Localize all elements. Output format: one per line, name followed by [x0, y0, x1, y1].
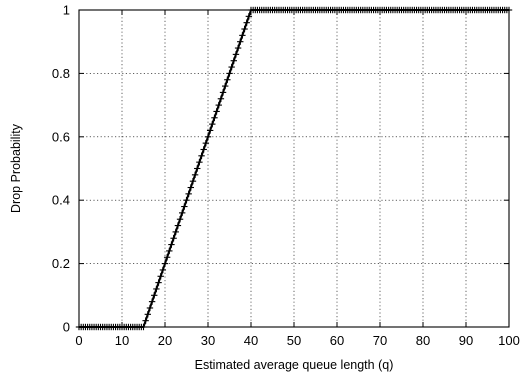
- x-tick-label: 60: [330, 333, 344, 348]
- data-point: [142, 317, 149, 324]
- y-tick-label: 0: [63, 320, 70, 335]
- data-point: [183, 197, 190, 204]
- x-tick-label: 90: [459, 333, 473, 348]
- data-point: [226, 70, 233, 77]
- data-point: [166, 247, 173, 255]
- data-point: [189, 177, 197, 185]
- y-tick-label: 0.4: [52, 193, 70, 208]
- data-point: [157, 273, 164, 280]
- data-point: [163, 254, 171, 261]
- data-point: [159, 266, 167, 274]
- data-point: [241, 25, 248, 33]
- data-point: [239, 32, 246, 39]
- data-point: [209, 120, 216, 128]
- data-point: [211, 114, 218, 121]
- data-point: [198, 152, 205, 160]
- data-point: [148, 298, 156, 305]
- x-tick-label: 10: [115, 333, 129, 348]
- x-axis-label: Estimated average queue length (q): [195, 358, 394, 372]
- x-tick-label: 70: [373, 333, 387, 348]
- data-point: [505, 6, 513, 14]
- data-point: [168, 241, 175, 248]
- data-point: [228, 63, 235, 71]
- data-point: [206, 127, 214, 134]
- data-point: [237, 38, 244, 45]
- data-point: [170, 235, 177, 242]
- y-tick-label: 1: [63, 3, 70, 18]
- data-point: [172, 228, 179, 236]
- y-tick-label: 0.6: [52, 129, 70, 144]
- data-point: [140, 323, 147, 331]
- data-point: [213, 108, 220, 115]
- x-tick-label: 30: [201, 333, 215, 348]
- y-axis-label: Drop Probability: [9, 123, 23, 213]
- x-tick-label: 80: [416, 333, 430, 348]
- x-tick-label: 40: [244, 333, 258, 348]
- data-point: [217, 95, 225, 102]
- data-point: [194, 165, 201, 172]
- data-point: [185, 190, 192, 198]
- x-tick-label: 0: [75, 333, 82, 348]
- data-point: [179, 209, 186, 217]
- data-point: [204, 133, 212, 140]
- data-point: [230, 57, 237, 64]
- data-point: [215, 101, 222, 109]
- data-point: [176, 216, 184, 223]
- data-point: [153, 285, 160, 293]
- data-point: [202, 139, 210, 147]
- y-tick-label: 0.8: [52, 66, 70, 81]
- x-tick-label: 50: [287, 333, 301, 348]
- data-point: [191, 171, 199, 179]
- data-point: [187, 184, 194, 191]
- data-point: [144, 311, 151, 318]
- data-point: [234, 44, 242, 52]
- data-point: [219, 89, 227, 96]
- data-point: [245, 13, 253, 20]
- data-point: [222, 82, 229, 90]
- x-tick-label: 20: [158, 333, 172, 348]
- data-point: [151, 292, 158, 299]
- data-point: [232, 51, 240, 58]
- data-point: [181, 203, 188, 210]
- series-layer: [75, 6, 513, 331]
- x-tick-label: 100: [498, 333, 520, 348]
- grid: [79, 10, 509, 327]
- data-point: [200, 146, 207, 153]
- y-tick-label: 0.2: [52, 256, 70, 271]
- data-point: [224, 76, 231, 83]
- data-point: [155, 279, 162, 286]
- data-point: [243, 19, 250, 26]
- data-point: [174, 222, 182, 229]
- data-point: [146, 304, 154, 312]
- data-point: [161, 260, 169, 267]
- data-point: [196, 158, 203, 166]
